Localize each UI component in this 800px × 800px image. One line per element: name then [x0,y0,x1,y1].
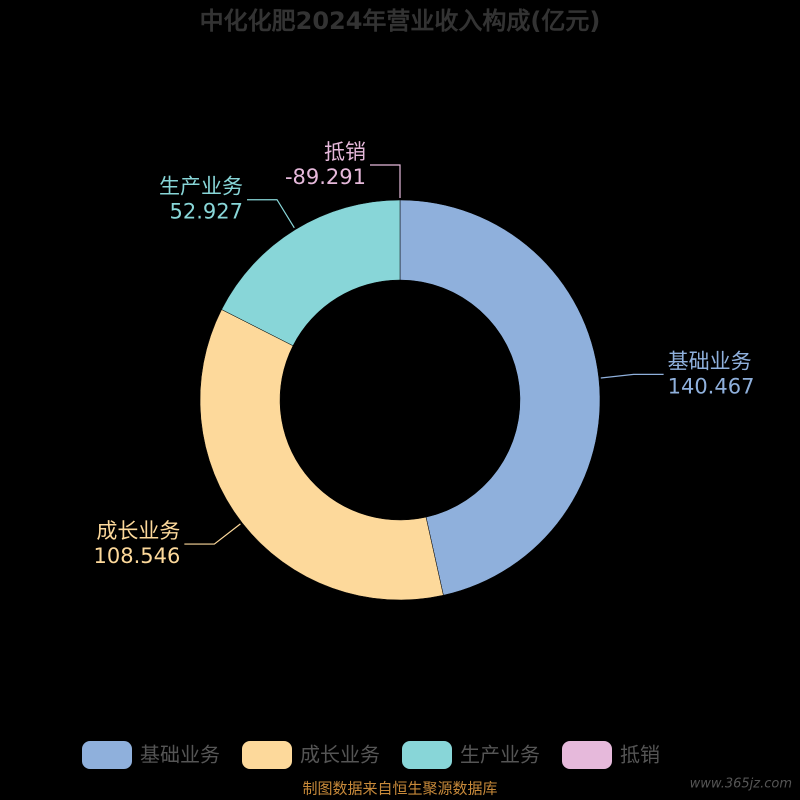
slice-label: 基础业务 [668,349,752,373]
slice-label: 抵销 [324,140,366,164]
chart-title: 中化化肥2024年营业收入构成(亿元) [200,7,601,35]
leader-line [600,373,664,379]
value-label: 52.927 [170,200,243,224]
value-label: -89.291 [285,165,366,189]
leader-line [370,164,401,198]
leader-line [247,199,295,229]
legend-swatch [82,741,132,769]
source-note: 制图数据来自恒生聚源数据库 [302,780,497,798]
leader-line [184,523,241,545]
legend-label: 抵销 [620,743,660,767]
donut-slice [221,199,401,347]
legend-swatch [562,741,612,769]
legend-swatch [242,741,292,769]
legend-swatch [402,741,452,769]
legend-label: 生产业务 [460,743,540,767]
slice-label: 生产业务 [159,175,243,199]
legend-label: 成长业务 [300,743,380,767]
slice-label: 成长业务 [96,519,180,543]
value-label: 140.467 [668,374,755,398]
watermark: www.365jz.com [690,777,792,792]
donut-slice [399,199,601,596]
donut-slice [199,309,444,601]
value-label: 108.546 [94,544,181,568]
legend-label: 基础业务 [140,743,220,767]
